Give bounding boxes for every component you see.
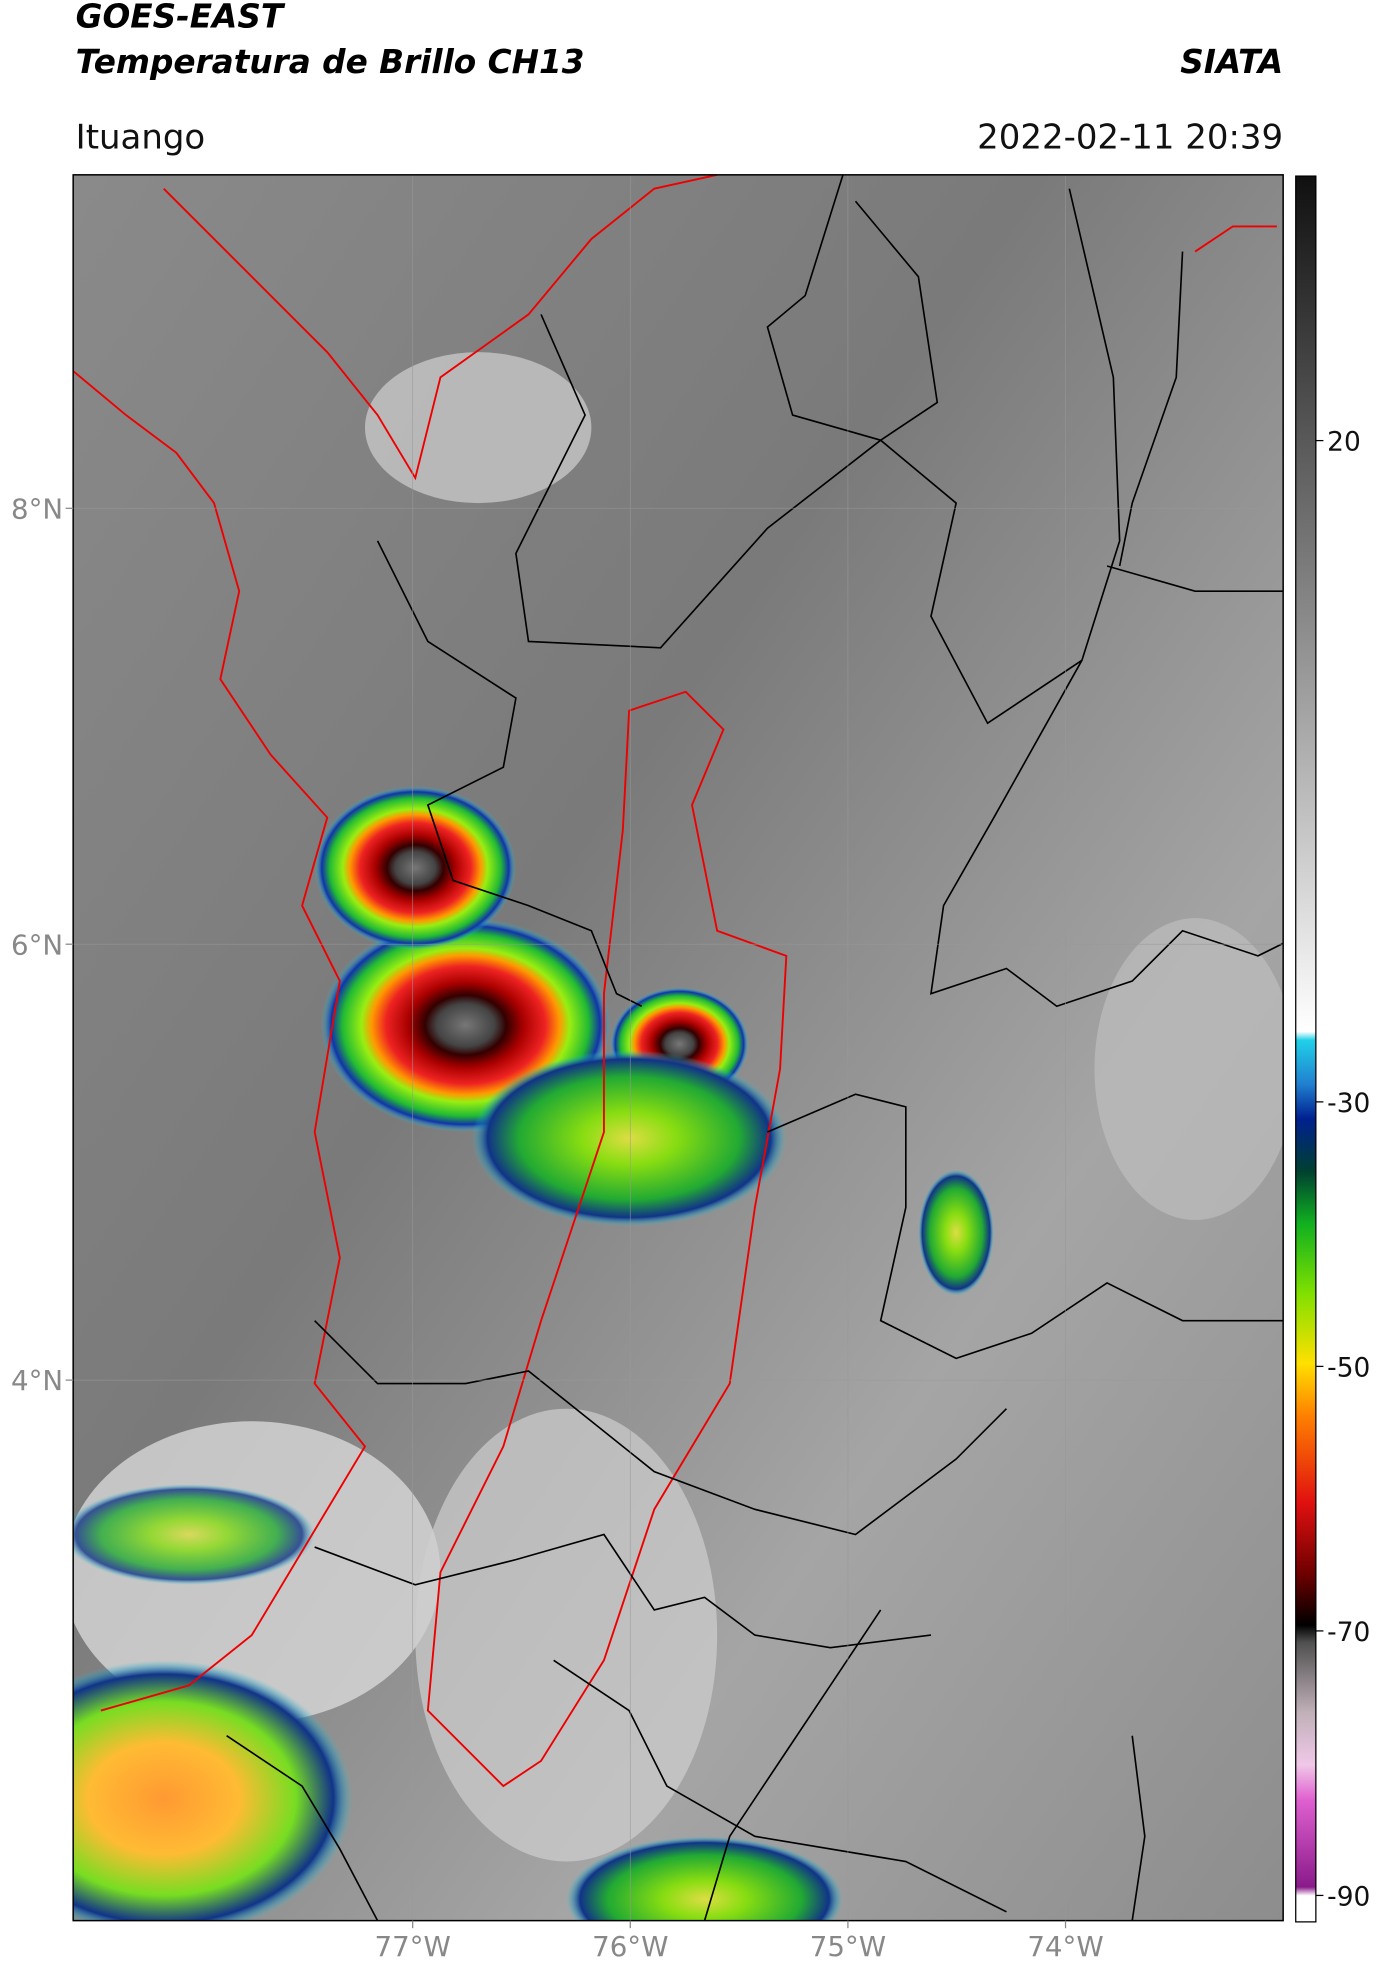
colorbar (1295, 175, 1317, 1923)
colorbar-tick-label: -90 (1327, 1881, 1370, 1912)
colorbar-tick-label: -50 (1327, 1352, 1370, 1383)
subtitle: Temperatura de Brillo CH13 (76, 43, 585, 81)
x-tick-label: 77°W (374, 1930, 450, 1963)
x-tick-label: 74°W (1027, 1930, 1103, 1963)
y-tick-label: 8°N (11, 492, 63, 525)
timestamp: 2022-02-11 20:39 (977, 117, 1283, 157)
source: SIATA (1180, 43, 1283, 81)
colorbar-tick-label: -70 (1327, 1617, 1370, 1648)
x-tick-label: 76°W (592, 1930, 668, 1963)
title: GOES-EAST (76, 0, 286, 36)
location: Ituango (76, 117, 206, 157)
colorbar-tick-label: -30 (1327, 1088, 1370, 1119)
colorbar-tick-label: 20 (1327, 427, 1361, 458)
x-tick-label: 75°W (810, 1930, 886, 1963)
grid (73, 174, 1284, 1921)
y-tick-label: 4°N (11, 1364, 63, 1397)
y-tick-label: 6°N (11, 928, 63, 961)
map-frame (72, 174, 1284, 1922)
map-imagery (73, 174, 1284, 1921)
